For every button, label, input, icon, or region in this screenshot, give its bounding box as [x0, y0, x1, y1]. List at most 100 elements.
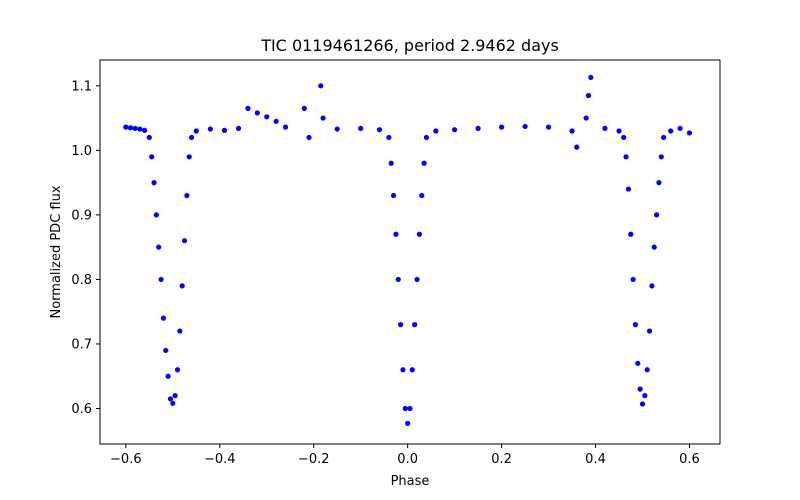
data-point: [301, 105, 307, 111]
data-point: [635, 360, 641, 366]
data-point: [174, 367, 181, 373]
data-point: [186, 154, 192, 160]
data-point: [334, 126, 340, 132]
data-point: [181, 238, 188, 244]
data-point: [621, 134, 627, 141]
data-point: [625, 186, 632, 192]
data-point: [545, 124, 552, 130]
data-point: [574, 144, 580, 150]
data-point: [245, 105, 251, 111]
x-tick-label: 0.4: [585, 452, 606, 467]
y-tick-label: 0.9: [71, 208, 92, 223]
data-point: [623, 154, 629, 160]
data-point: [637, 386, 643, 392]
data-point: [390, 192, 397, 199]
data-point: [616, 128, 622, 134]
data-point: [318, 83, 324, 89]
data-point: [156, 244, 162, 250]
data-point: [416, 231, 422, 237]
data-point: [419, 192, 425, 199]
data-point: [235, 125, 242, 132]
data-point: [146, 134, 152, 141]
data-point: [658, 154, 664, 160]
data-point: [632, 322, 639, 328]
chart-title: TIC 0119461266, period 2.9462 days: [260, 36, 559, 55]
data-point: [656, 180, 662, 186]
x-axis-title: Phase: [391, 474, 430, 489]
data-point: [414, 276, 420, 283]
data-point: [400, 367, 406, 373]
y-tick-label: 1.0: [71, 144, 92, 159]
data-point: [452, 127, 458, 133]
data-point: [127, 125, 134, 131]
data-point: [405, 420, 411, 426]
x-tick-label: 0.0: [397, 452, 418, 467]
data-point: [153, 212, 159, 218]
data-point: [588, 74, 594, 81]
data-point: [653, 212, 660, 218]
data-point: [137, 126, 143, 132]
data-point: [149, 154, 155, 160]
data-points: [123, 74, 693, 426]
data-point: [642, 393, 648, 399]
data-point: [151, 180, 157, 186]
data-point: [421, 160, 427, 166]
y-axis-title: Normalized PDC flux: [49, 185, 64, 318]
data-point: [498, 124, 505, 130]
data-point: [123, 124, 129, 130]
y-tick-label: 1.1: [71, 79, 92, 94]
data-point: [585, 92, 592, 99]
data-point: [167, 396, 174, 402]
data-point: [358, 125, 364, 132]
y-tick-label: 0.8: [71, 273, 92, 288]
data-point: [254, 110, 260, 116]
y-axis: 0.6 0.7 0.8 0.9 1.0 1.1: [71, 79, 100, 417]
data-point: [522, 123, 528, 130]
data-point: [395, 276, 401, 283]
data-point: [628, 231, 634, 237]
data-point: [639, 401, 646, 407]
data-point: [407, 405, 413, 412]
data-point: [668, 128, 674, 134]
data-point: [172, 393, 178, 399]
data-point: [644, 367, 650, 373]
data-point: [651, 244, 657, 250]
data-point: [177, 328, 183, 334]
y-tick-label: 0.6: [71, 402, 92, 417]
plot-frame: [99, 59, 721, 445]
data-point: [376, 127, 383, 133]
y-tick-label: 0.7: [71, 337, 92, 352]
data-point: [320, 115, 326, 121]
data-point: [686, 130, 693, 136]
data-point: [433, 128, 439, 134]
data-point: [423, 134, 430, 141]
data-point: [569, 128, 575, 134]
x-tick-label: −0.6: [110, 452, 142, 467]
data-point: [475, 125, 481, 132]
data-point: [661, 134, 667, 141]
data-point: [393, 231, 399, 237]
data-point: [170, 400, 176, 406]
data-point: [388, 160, 394, 166]
data-point: [132, 125, 138, 132]
data-point: [165, 373, 171, 379]
data-point: [184, 192, 190, 199]
data-point: [409, 367, 415, 373]
data-point: [160, 315, 167, 321]
data-point: [602, 125, 608, 132]
data-point: [193, 128, 199, 134]
data-point: [630, 276, 636, 283]
data-point: [412, 322, 418, 328]
data-point: [221, 127, 228, 133]
data-point: [179, 283, 185, 289]
x-tick-label: 0.6: [679, 452, 700, 467]
data-point: [646, 328, 653, 334]
data-point: [677, 125, 683, 132]
data-point: [264, 114, 270, 120]
data-point: [163, 347, 169, 354]
data-point: [402, 405, 408, 412]
data-point: [207, 126, 213, 132]
